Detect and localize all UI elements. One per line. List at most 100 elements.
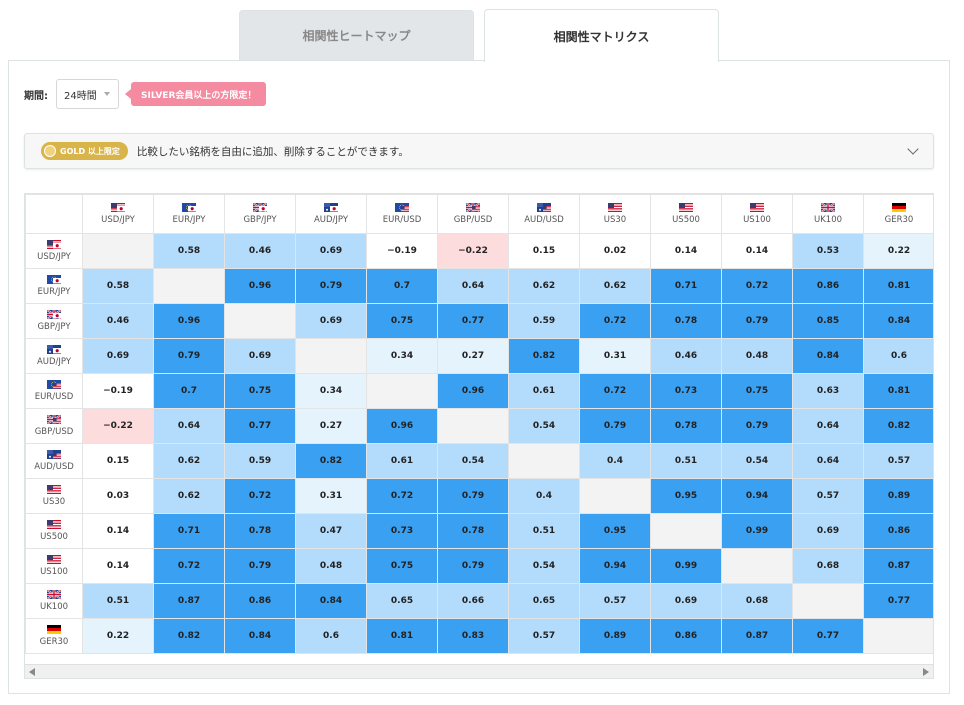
row-header-label: GBP/JPY <box>37 322 71 332</box>
matrix-cell: 0.51 <box>508 513 580 549</box>
gold-badge-label: GOLD 以上限定 <box>60 146 120 156</box>
matrix-row: UK100 0.51 0.87 0.86 0.84 0.65 0.66 0.65 0.57 0.6… <box>25 583 933 619</box>
matrix-cell: −0.22 <box>437 233 509 269</box>
flag-icon <box>47 555 61 564</box>
matrix-cell: 0.62 <box>579 268 651 304</box>
matrix-cell: 0.75 <box>224 373 296 409</box>
matrix-cell-diagonal <box>863 618 933 654</box>
row-header-label: AUD/USD <box>34 462 74 472</box>
row-header: GBP/JPY <box>25 303 83 339</box>
horizontal-scrollbar[interactable] <box>25 664 933 678</box>
flag-icon <box>750 203 764 212</box>
matrix-cell: 0.81 <box>863 373 933 409</box>
flag-icon <box>47 310 61 319</box>
matrix-cell: 0.15 <box>82 443 154 479</box>
scroll-left-icon[interactable] <box>29 668 35 676</box>
flag-icon <box>821 203 835 212</box>
matrix-cell: 0.81 <box>366 618 438 654</box>
column-header: EUR/USD <box>366 194 438 234</box>
matrix-cell: 0.59 <box>508 303 580 339</box>
matrix-cell: 0.73 <box>366 513 438 549</box>
matrix-row: US500 0.14 0.71 0.78 0.47 0.73 0.78 0.51 0.95 0.9… <box>25 513 933 549</box>
flag-icon <box>47 380 61 389</box>
row-header: EUR/USD <box>25 373 83 409</box>
matrix-cell: 0.7 <box>366 268 438 304</box>
gold-coin-icon <box>44 145 56 157</box>
flag-icon <box>47 625 61 634</box>
matrix-cell: 0.84 <box>295 583 367 619</box>
tab-heatmap[interactable]: 相関性ヒートマップ <box>239 10 474 60</box>
matrix-row: AUD/USD 0.15 0.62 0.59 0.82 0.61 0.54 0.4 0.51 0.… <box>25 443 933 479</box>
matrix-cell: 0.69 <box>792 513 864 549</box>
matrix-cell-diagonal <box>366 373 438 409</box>
matrix-cell: 0.78 <box>650 408 722 444</box>
matrix-cell: 0.79 <box>437 478 509 514</box>
matrix-cell: 0.34 <box>295 373 367 409</box>
matrix-cell: 0.68 <box>792 548 864 584</box>
matrix-cell: 0.58 <box>153 233 225 269</box>
matrix-cell: 0.51 <box>82 583 154 619</box>
matrix-cell: 0.79 <box>153 338 225 374</box>
flag-icon <box>47 450 61 459</box>
matrix-cell: 0.6 <box>295 618 367 654</box>
flag-icon <box>47 240 61 249</box>
matrix-cell: 0.86 <box>863 513 933 549</box>
row-header: US30 <box>25 478 83 514</box>
row-header: GBP/USD <box>25 408 83 444</box>
chevron-down-icon[interactable] <box>907 143 919 155</box>
matrix-cell: 0.81 <box>863 268 933 304</box>
matrix-cell: 0.72 <box>579 303 651 339</box>
tab-matrix[interactable]: 相関性マトリクス <box>484 9 719 62</box>
matrix-cell: 0.82 <box>508 338 580 374</box>
matrix-cell: 0.69 <box>295 233 367 269</box>
column-header: US30 <box>579 194 651 234</box>
flag-icon <box>47 345 61 354</box>
matrix-cell: 0.27 <box>437 338 509 374</box>
matrix-cell: 0.72 <box>366 478 438 514</box>
matrix-cell: 0.79 <box>437 548 509 584</box>
matrix-cell: 0.31 <box>579 338 651 374</box>
matrix-cell: 0.86 <box>224 583 296 619</box>
column-header-label: US30 <box>603 215 627 225</box>
matrix-cell-diagonal <box>792 583 864 619</box>
matrix-cell: 0.77 <box>437 303 509 339</box>
matrix-cell: 0.85 <box>792 303 864 339</box>
matrix-cell: 0.14 <box>721 233 793 269</box>
matrix-cell: 0.14 <box>82 548 154 584</box>
column-header: GBP/USD <box>437 194 509 234</box>
row-header-label: GER30 <box>39 637 69 647</box>
matrix-cell: 0.27 <box>295 408 367 444</box>
matrix-cell: 0.75 <box>366 548 438 584</box>
column-header: GBP/JPY <box>224 194 296 234</box>
matrix-cell: 0.79 <box>721 408 793 444</box>
view-tabs: 相関性ヒートマップ 相関性マトリクス <box>0 9 964 62</box>
matrix-cell: 0.7 <box>153 373 225 409</box>
matrix-cell: −0.19 <box>366 233 438 269</box>
scroll-right-icon[interactable] <box>923 668 929 676</box>
flag-icon <box>111 203 125 212</box>
row-header: US100 <box>25 548 83 584</box>
matrix-cell: 0.22 <box>82 618 154 654</box>
column-header: EUR/JPY <box>153 194 225 234</box>
matrix-cell: 0.22 <box>863 233 933 269</box>
matrix-cell: 0.54 <box>508 548 580 584</box>
column-header-label: GBP/USD <box>453 215 493 225</box>
matrix-cell: 0.31 <box>295 478 367 514</box>
matrix-cell: 0.72 <box>153 548 225 584</box>
matrix-cell: 0.54 <box>721 443 793 479</box>
matrix-cell: 0.86 <box>792 268 864 304</box>
correlation-table: USD/JPY EUR/JPY GBP/JPY AUD/JPY EUR/USD GBP/U… <box>25 194 933 654</box>
matrix-row: AUD/JPY 0.69 0.79 0.69 0.34 0.27 0.82 0.31 0.46 0… <box>25 338 933 374</box>
row-header-label: USD/JPY <box>37 252 71 262</box>
matrix-cell-diagonal <box>650 513 722 549</box>
matrix-cell-diagonal <box>295 338 367 374</box>
matrix-cell: 0.79 <box>295 268 367 304</box>
matrix-corner <box>25 194 83 234</box>
flag-icon <box>395 203 409 212</box>
period-select[interactable]: 24時間 <box>56 79 119 109</box>
column-header: USD/JPY <box>82 194 154 234</box>
flag-icon <box>608 203 622 212</box>
matrix-cell: 0.46 <box>650 338 722 374</box>
gold-feature-bar[interactable]: GOLD 以上限定 比較したい銘柄を自由に追加、削除することができます。 <box>24 133 934 169</box>
matrix-cell: 0.14 <box>82 513 154 549</box>
